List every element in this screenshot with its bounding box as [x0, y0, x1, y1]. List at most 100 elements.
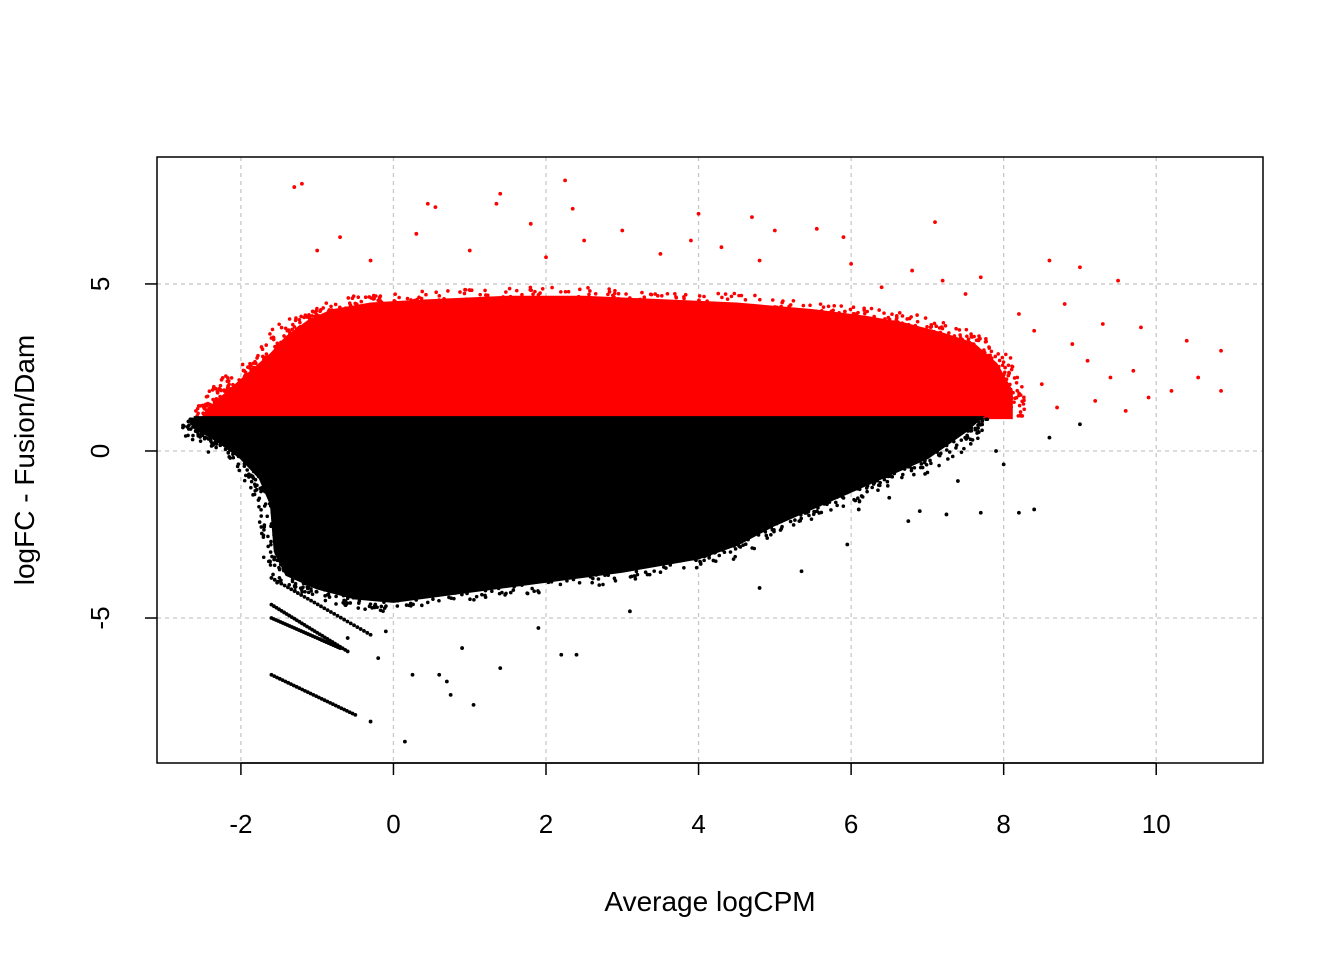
data-point — [880, 469, 884, 474]
data-point — [808, 303, 812, 308]
data-point — [364, 304, 368, 309]
data-point — [302, 325, 307, 330]
data-point — [1196, 375, 1201, 380]
data-point — [799, 569, 804, 574]
data-point — [259, 514, 264, 518]
data-point — [825, 502, 829, 507]
data-point — [260, 488, 264, 493]
data-point — [202, 406, 207, 411]
data-point — [574, 652, 579, 657]
data-point — [957, 328, 962, 332]
data-point — [314, 590, 319, 594]
data-point — [229, 376, 234, 380]
data-point — [900, 475, 904, 480]
data-point — [515, 576, 519, 580]
data-point — [968, 429, 973, 433]
data-point — [238, 438, 243, 442]
data-point — [635, 572, 640, 577]
data-point — [208, 433, 213, 438]
data-point — [335, 309, 340, 314]
data-point — [775, 305, 779, 310]
x-tick-label: -2 — [229, 809, 252, 839]
data-point — [274, 551, 279, 556]
data-point — [532, 589, 536, 594]
data-point — [673, 291, 677, 296]
data-point — [204, 394, 209, 399]
data-point — [437, 598, 441, 603]
data-point — [288, 332, 292, 337]
data-point — [920, 465, 925, 470]
data-point — [1001, 360, 1006, 364]
data-point — [259, 371, 264, 376]
data-point — [319, 316, 324, 321]
data-point — [259, 345, 264, 349]
data-point — [546, 580, 551, 585]
data-point — [738, 531, 743, 535]
data-point — [862, 308, 866, 312]
data-point — [591, 576, 595, 581]
data-point — [676, 554, 680, 558]
data-point — [208, 436, 212, 441]
data-point — [819, 319, 823, 323]
data-point — [476, 304, 481, 309]
data-point — [425, 201, 430, 206]
data-point — [698, 551, 703, 555]
data-point — [383, 595, 387, 599]
data-point — [249, 454, 253, 459]
data-point — [420, 289, 425, 294]
data-point — [219, 378, 224, 382]
data-point — [273, 492, 278, 497]
data-point — [197, 433, 202, 438]
data-point — [273, 489, 278, 494]
y-tick-label: -5 — [85, 606, 115, 629]
data-point — [788, 503, 793, 508]
data-point — [275, 344, 280, 349]
data-point — [1017, 403, 1022, 408]
data-point — [458, 290, 462, 294]
data-point — [536, 293, 541, 297]
data-point — [975, 431, 979, 435]
data-point — [976, 417, 981, 422]
data-point — [328, 319, 333, 324]
data-point — [291, 568, 295, 573]
data-point — [292, 558, 296, 562]
data-point — [424, 307, 429, 311]
data-point — [341, 593, 346, 598]
data-point — [912, 465, 917, 470]
data-point — [315, 248, 320, 253]
data-point — [502, 578, 507, 583]
data-point — [367, 295, 372, 299]
data-point — [288, 348, 292, 353]
data-point — [286, 585, 290, 590]
data-point — [622, 305, 627, 309]
data-point — [198, 417, 202, 422]
data-point — [329, 610, 333, 614]
data-point — [315, 315, 320, 320]
data-point — [770, 298, 775, 302]
data-point — [617, 561, 622, 565]
data-point — [919, 337, 924, 341]
data-point — [896, 458, 901, 463]
data-point — [319, 604, 323, 609]
data-point — [326, 581, 331, 586]
data-point — [855, 318, 859, 322]
data-point — [190, 437, 195, 442]
data-point — [753, 293, 757, 298]
data-point — [223, 402, 228, 406]
data-point — [810, 493, 815, 498]
y-tick-label: 0 — [85, 444, 115, 458]
data-point — [314, 319, 319, 323]
data-point — [497, 297, 502, 301]
data-point — [1018, 410, 1023, 414]
data-point — [536, 589, 540, 593]
data-point — [1055, 405, 1059, 410]
data-point — [645, 555, 649, 560]
data-point — [283, 558, 288, 562]
data-point — [207, 389, 212, 394]
data-point — [929, 451, 934, 456]
x-tick-label: 8 — [996, 809, 1010, 839]
data-point — [984, 417, 988, 422]
data-point — [906, 455, 911, 459]
data-point — [359, 299, 364, 304]
